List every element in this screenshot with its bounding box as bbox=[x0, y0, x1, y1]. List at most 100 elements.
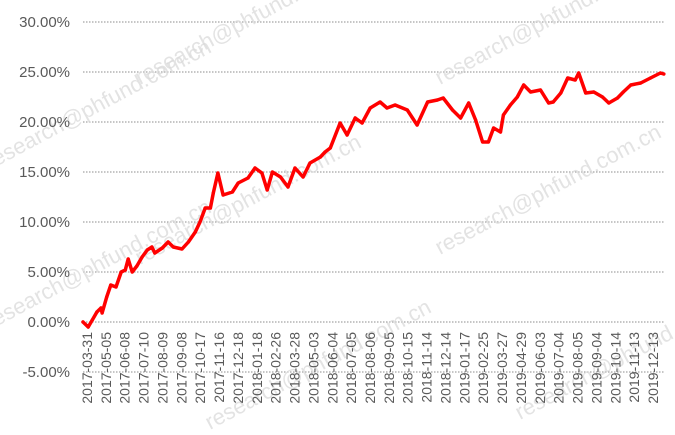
data-point bbox=[216, 171, 220, 175]
data-point bbox=[522, 83, 526, 87]
y-tick-label: 10.00% bbox=[19, 214, 70, 231]
data-point bbox=[566, 76, 570, 80]
watermark-text: research@phfund.com.cn bbox=[0, 34, 215, 174]
x-tick-label: 2019-08-05 bbox=[570, 332, 586, 404]
data-point bbox=[153, 251, 157, 255]
data-point bbox=[547, 101, 551, 105]
series-layer bbox=[81, 71, 666, 329]
x-tick-label: 2017-06-08 bbox=[117, 332, 133, 404]
x-tick-label: 2019-12-13 bbox=[645, 332, 661, 404]
x-tick-label: 2017-05-05 bbox=[98, 332, 114, 404]
data-point bbox=[109, 283, 113, 287]
data-point bbox=[95, 310, 99, 314]
data-point bbox=[193, 230, 197, 234]
x-tick-label: 2017-03-31 bbox=[79, 332, 95, 404]
data-point bbox=[186, 240, 190, 244]
series-line bbox=[81, 71, 666, 329]
y-tick-label: -5.00% bbox=[22, 364, 70, 381]
x-tick-label: 2018-07-05 bbox=[343, 332, 359, 404]
x-tick-label: 2017-08-09 bbox=[154, 332, 170, 404]
x-tick-label: 2018-02-26 bbox=[268, 332, 284, 404]
data-point bbox=[662, 72, 666, 76]
y-axis-tick-labels: 30.00% 25.00% 20.00% 15.00% 10.00% 5.00% 0.00%… bbox=[19, 14, 70, 381]
data-point bbox=[345, 133, 349, 137]
x-tick-label: 2019-09-04 bbox=[588, 332, 604, 404]
x-tick-label: 2017-10-17 bbox=[192, 332, 208, 404]
data-point bbox=[378, 100, 382, 104]
x-tick-label: 2019-01-17 bbox=[456, 332, 472, 404]
data-point bbox=[529, 90, 533, 94]
data-point bbox=[278, 175, 283, 179]
watermark-text: research@phfund.com.cn bbox=[431, 0, 665, 89]
data-point bbox=[105, 295, 109, 299]
data-point bbox=[166, 240, 170, 244]
data-point bbox=[171, 245, 175, 249]
data-point bbox=[323, 150, 327, 154]
data-point bbox=[308, 161, 312, 165]
data-point bbox=[450, 108, 455, 112]
watermark-text: research@phfund.com.cn bbox=[431, 119, 665, 259]
x-axis-tick-labels: 2017-03-31 2017-05-05 2017-06-08 2017-07-10… bbox=[79, 332, 661, 404]
data-point bbox=[198, 220, 202, 224]
x-tick-label: 2018-05-03 bbox=[305, 332, 321, 404]
x-tick-label: 2019-10-14 bbox=[607, 332, 623, 404]
y-tick-label: 15.00% bbox=[19, 164, 70, 181]
y-tick-label: 25.00% bbox=[19, 64, 70, 81]
data-point bbox=[119, 270, 123, 274]
data-point bbox=[114, 285, 118, 289]
data-point bbox=[150, 245, 154, 249]
data-point bbox=[458, 116, 463, 120]
x-tick-label: 2018-12-14 bbox=[437, 332, 453, 404]
x-tick-label: 2019-11-13 bbox=[626, 332, 642, 403]
data-point bbox=[491, 126, 496, 130]
data-point bbox=[140, 255, 144, 259]
data-point bbox=[573, 78, 577, 82]
y-tick-label: 5.00% bbox=[27, 264, 70, 281]
data-point bbox=[648, 76, 653, 80]
data-point bbox=[480, 140, 485, 144]
data-point bbox=[385, 106, 389, 110]
data-point bbox=[353, 116, 357, 120]
data-point bbox=[615, 96, 620, 100]
data-point bbox=[658, 71, 662, 75]
x-tick-label: 2017-07-10 bbox=[136, 332, 152, 404]
data-point bbox=[338, 121, 342, 125]
data-point bbox=[236, 181, 240, 185]
data-point bbox=[607, 101, 611, 105]
data-point bbox=[474, 118, 478, 122]
data-point bbox=[100, 311, 104, 315]
data-point bbox=[253, 166, 257, 170]
data-point bbox=[584, 91, 588, 95]
data-point bbox=[515, 95, 519, 99]
data-point bbox=[208, 206, 213, 210]
data-point bbox=[508, 103, 512, 107]
data-point bbox=[486, 140, 490, 144]
data-point bbox=[538, 88, 543, 92]
y-tick-label: 0.00% bbox=[27, 314, 70, 331]
data-point bbox=[81, 320, 85, 324]
data-point bbox=[639, 81, 643, 85]
data-point bbox=[145, 248, 149, 252]
data-point bbox=[286, 185, 290, 189]
data-point bbox=[318, 155, 323, 159]
data-point bbox=[498, 130, 503, 134]
data-point bbox=[301, 175, 305, 179]
data-point bbox=[592, 90, 596, 94]
x-tick-label: 2018-01-18 bbox=[249, 332, 265, 404]
data-point bbox=[393, 103, 397, 107]
gridlines bbox=[83, 21, 665, 373]
data-point bbox=[211, 191, 215, 195]
data-point bbox=[551, 100, 555, 104]
data-point bbox=[415, 123, 419, 127]
x-tick-label: 2019-06-03 bbox=[532, 332, 548, 404]
data-point bbox=[230, 190, 235, 194]
data-point bbox=[160, 246, 164, 250]
y-tick-label: 20.00% bbox=[19, 114, 70, 131]
data-point bbox=[629, 83, 633, 87]
data-point bbox=[293, 166, 297, 170]
x-tick-label: 2018-03-28 bbox=[287, 332, 303, 404]
data-point bbox=[600, 95, 605, 99]
x-tick-label: 2019-02-25 bbox=[475, 332, 491, 404]
